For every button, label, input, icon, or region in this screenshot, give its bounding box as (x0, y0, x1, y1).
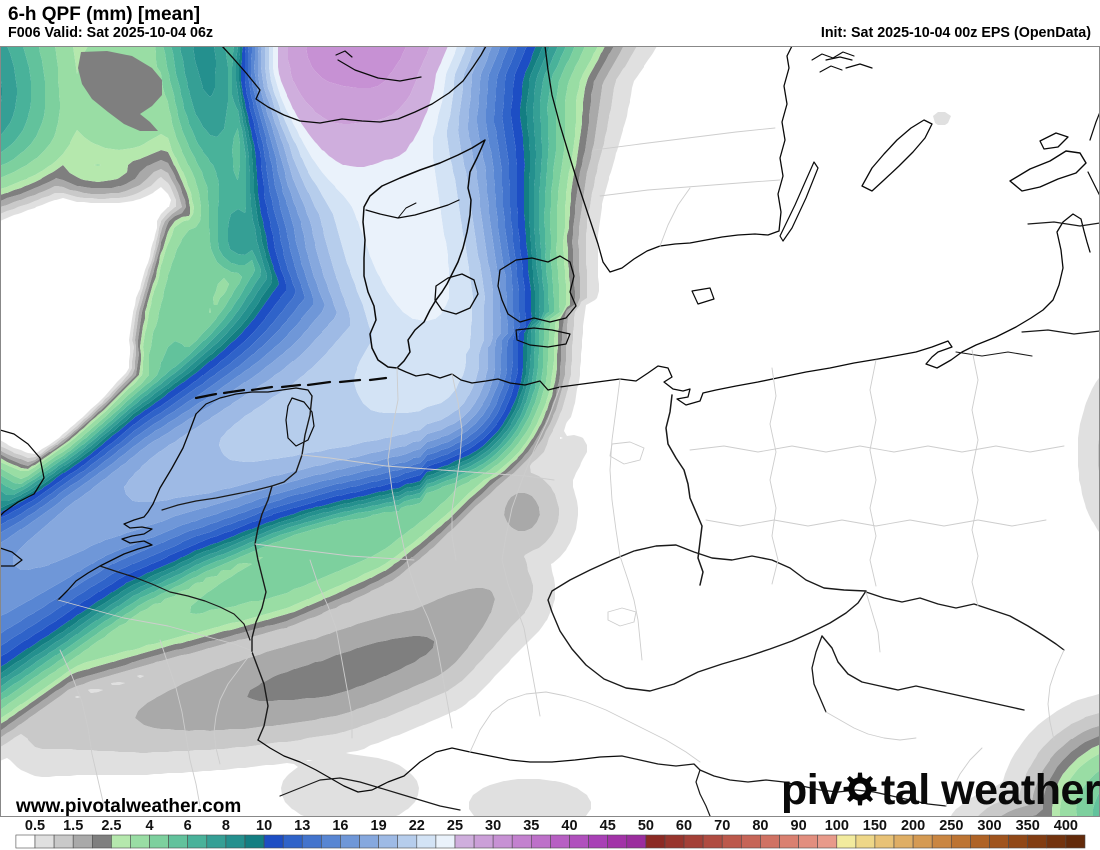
svg-text:www.pivotalweather.com: www.pivotalweather.com (15, 796, 241, 817)
svg-text:25: 25 (447, 818, 463, 834)
svg-text:4: 4 (145, 818, 153, 834)
svg-text:8: 8 (222, 818, 230, 834)
svg-text:22: 22 (409, 818, 425, 834)
svg-text:90: 90 (791, 818, 807, 834)
svg-text:6: 6 (184, 818, 192, 834)
svg-text:19: 19 (371, 818, 387, 834)
svg-text:50: 50 (638, 818, 654, 834)
svg-text:1.5: 1.5 (63, 818, 83, 834)
svg-text:80: 80 (752, 818, 768, 834)
svg-text:150: 150 (863, 818, 887, 834)
svg-text:tal weather: tal weather (881, 766, 1100, 814)
svg-text:35: 35 (523, 818, 539, 834)
svg-text:16: 16 (332, 818, 348, 834)
svg-text:60: 60 (676, 818, 692, 834)
svg-text:40: 40 (561, 818, 577, 834)
svg-text:0.5: 0.5 (25, 818, 45, 834)
svg-text:13: 13 (294, 818, 310, 834)
svg-text:piv: piv (781, 766, 842, 814)
svg-text:70: 70 (714, 818, 730, 834)
svg-text:10: 10 (256, 818, 272, 834)
svg-text:400: 400 (1054, 818, 1078, 834)
svg-text:2.5: 2.5 (101, 818, 121, 834)
svg-text:300: 300 (977, 818, 1001, 834)
svg-text:45: 45 (600, 818, 616, 834)
svg-text:350: 350 (1016, 818, 1040, 834)
svg-text:100: 100 (825, 818, 849, 834)
svg-text:250: 250 (939, 818, 963, 834)
svg-text:30: 30 (485, 818, 501, 834)
svg-text:200: 200 (901, 818, 925, 834)
